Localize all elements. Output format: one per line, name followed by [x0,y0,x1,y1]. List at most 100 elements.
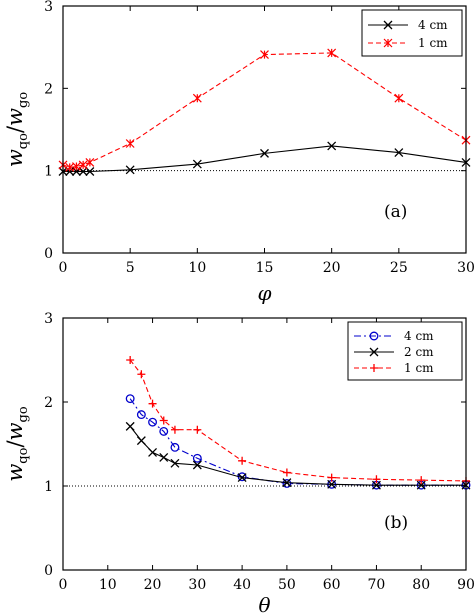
data-point-a-1 [327,48,337,58]
y-label-w2-a: w [3,108,27,126]
legend-marker-a-1 [383,38,393,48]
data-point-a-0 [394,148,404,158]
data-point-a-0 [327,141,337,151]
x-tick-label-a: 20 [323,260,341,276]
data-point-b-1 [416,480,426,490]
y-label-w1-b: w [3,464,27,482]
legend-label-b-1: 2 cm [404,345,434,359]
x-tick-label-b: 70 [368,577,386,593]
y-axis-label-b: wqo/wgo [3,406,31,482]
legend-label-b-0: 4 cm [404,329,434,343]
x-tick-label-a: 0 [59,260,68,276]
data-point-b-2 [417,476,426,485]
data-point-a-1 [192,93,202,103]
x-tick-label-b: 10 [99,577,117,593]
plot-frame-b [62,317,467,571]
data-point-b-1 [159,452,169,462]
data-point-b-1 [136,436,146,446]
x-tick-label-a: 30 [457,260,474,276]
y-tick-label-b: 1 [44,479,53,495]
data-point-a-0 [260,148,269,158]
series-b-2 [126,356,470,485]
y-label-sep-a: / [3,125,27,133]
data-point-b-1 [282,478,292,488]
data-point-b-2 [126,356,135,364]
legend-label-a-1: 1 cm [418,36,448,50]
data-point-b-0 [282,479,292,488]
data-point-a-1 [85,158,95,167]
x-axis-label-b: θ [258,593,270,613]
series-line-b-1 [129,426,466,486]
plot-frame-a [62,5,467,254]
data-point-b-1 [170,458,180,468]
legend-box-b [347,321,463,381]
data-point-b-2 [170,425,179,434]
y-label-w2-b: w [3,422,27,440]
data-point-b-1 [192,460,202,470]
data-point-a-1 [125,139,135,148]
legend-marker-b-1 [369,347,379,357]
series-a-1 [58,48,471,172]
panel-label-b: (b) [384,513,408,533]
panel-label-a: (a) [384,202,407,222]
data-point-a-1 [394,93,404,103]
y-tick-label-a: 2 [44,81,53,97]
y-label-sub2-a: go [16,92,31,108]
y-label-w1-a: w [3,149,27,167]
series-line-a-0 [63,145,467,173]
series-b-1 [125,421,471,490]
x-tick-label-b: 60 [323,577,341,593]
legend-a: 4 cm 1 cm [361,9,463,57]
data-point-b-0 [170,442,180,452]
y-tick-label-b: 3 [44,311,53,327]
data-point-b-2 [327,473,336,482]
data-point-b-0 [125,394,135,404]
data-point-b-2 [372,475,381,484]
data-point-b-2 [282,468,291,477]
y-label-sub2-b: go [16,406,31,422]
series-line-a-1 [62,52,467,168]
x-axis-label-a: φ [257,281,271,305]
data-point-b-1 [327,479,337,489]
x-tick-label-b: 90 [457,577,474,593]
x-tick-label-b: 40 [233,577,251,593]
data-point-a-0 [125,165,135,175]
series-line-b-0 [129,398,466,486]
x-tick-label-b: 0 [59,577,68,593]
y-axis-label-a: wqo/wgo [3,92,31,168]
data-point-b-1 [148,447,158,457]
data-point-a-0 [78,167,88,176]
data-point-b-1 [125,421,135,431]
x-tick-label-a: 5 [126,260,135,276]
data-point-b-2 [137,370,146,379]
data-point-b-0 [136,410,146,420]
data-point-a-1 [72,162,81,171]
y-tick-label-a: 0 [44,246,53,262]
x-tick-label-a: 25 [390,260,408,276]
x-tick-label-a: 15 [256,260,274,276]
chart-panel-a: 0 5 10 15 20 25 30 0 1 2 3 4 cm 1 cm (a) φ wqo/wgo [3,0,474,305]
data-point-b-0 [159,426,169,436]
y-tick-label-a: 1 [44,164,53,180]
x-tick-label-b: 50 [278,577,296,593]
data-point-b-0 [148,417,158,427]
series-line-b-2 [129,359,467,482]
y-tick-label-b: 0 [44,563,53,579]
legend-marker-a-0 [383,20,393,30]
legend-marker-b-2 [370,364,378,372]
series-b-0 [125,394,471,490]
data-point-b-2 [193,425,202,434]
data-point-a-0 [192,159,202,169]
data-point-a-1 [260,50,269,60]
legend-label-a-0: 4 cm [418,18,448,32]
x-tick-label-b: 80 [412,577,430,593]
x-tick-label-a: 10 [188,260,206,276]
data-point-b-0 [192,453,202,463]
legend-b: 4 cm 2 cm 1 cm [347,321,463,381]
data-point-b-2 [159,416,168,425]
x-tick-label-b: 30 [188,577,206,593]
legend-box-a [361,9,463,57]
y-tick-label-a: 3 [44,0,53,15]
legend-marker-b-0 [369,331,379,341]
